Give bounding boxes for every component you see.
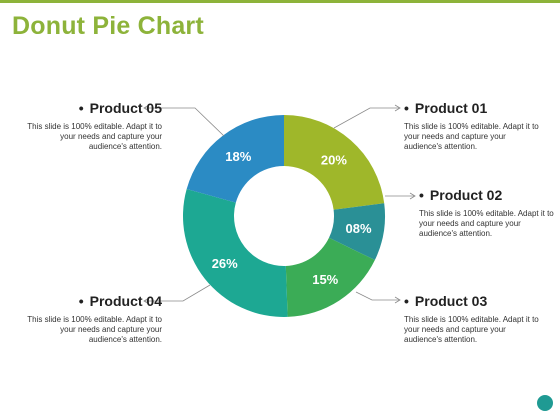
donut-slice-product-03 (285, 237, 375, 317)
top-accent-rule (0, 0, 560, 3)
product-03-desc: This slide is 100% editable. Adapt it to… (404, 315, 539, 344)
product-03-block: • Product 03 This slide is 100% editable.… (404, 293, 544, 345)
bullet: • (78, 100, 84, 116)
product-01-block: • Product 01 This slide is 100% editable.… (404, 100, 544, 152)
product-04-name-text: Product 04 (89, 293, 162, 309)
corner-dot-icon (537, 395, 553, 411)
leader-product-03 (355, 291, 400, 301)
product-03-name: • Product 03 (404, 293, 544, 309)
product-01-desc: This slide is 100% editable. Adapt it to… (404, 122, 539, 151)
product-01-name-text: Product 01 (414, 100, 488, 116)
product-02-block: • Product 02 This slide is 100% editable.… (419, 187, 559, 239)
product-05-name-text: Product 05 (89, 100, 162, 116)
donut-slice-product-05 (186, 115, 284, 203)
leader-product-03-arrowhead (394, 296, 401, 304)
leader-product-05 (144, 107, 225, 137)
product-04-name: • Product 04 (22, 293, 162, 309)
product-04-desc: This slide is 100% editable. Adapt it to… (27, 315, 162, 344)
leader-product-04 (144, 284, 211, 302)
product-03-name-text: Product 03 (414, 293, 488, 309)
donut-slice-product-04 (182, 188, 288, 317)
product-05-name: • Product 05 (22, 100, 162, 116)
product-01-name: • Product 01 (404, 100, 544, 116)
bullet: • (404, 293, 409, 309)
product-02-desc: This slide is 100% editable. Adapt it to… (419, 209, 554, 238)
donut-slice-product-01 (284, 115, 385, 210)
bullet: • (404, 100, 409, 116)
leader-product-02-arrowhead (409, 192, 416, 200)
product-05-block: • Product 05 This slide is 100% editable.… (22, 100, 162, 152)
leader-product-01-arrowhead (394, 104, 401, 112)
bullet: • (78, 293, 84, 309)
product-02-name-text: Product 02 (429, 187, 503, 203)
bullet: • (419, 187, 424, 203)
leader-product-04-arrowhead (143, 297, 150, 305)
value-label-product-02: 08% (345, 221, 371, 236)
product-04-block: • Product 04 This slide is 100% editable.… (22, 293, 162, 345)
product-02-name: • Product 02 (419, 187, 559, 203)
leader-product-01 (333, 107, 400, 129)
leader-product-05-arrowhead (143, 104, 150, 112)
value-label-product-04: 26% (212, 256, 238, 271)
value-label-product-03: 15% (312, 272, 338, 287)
donut-slice-product-02 (328, 203, 385, 261)
value-label-product-01: 20% (321, 152, 347, 167)
product-05-desc: This slide is 100% editable. Adapt it to… (27, 122, 162, 151)
slide-title: Donut Pie Chart (12, 12, 204, 40)
value-label-product-05: 18% (225, 149, 251, 164)
